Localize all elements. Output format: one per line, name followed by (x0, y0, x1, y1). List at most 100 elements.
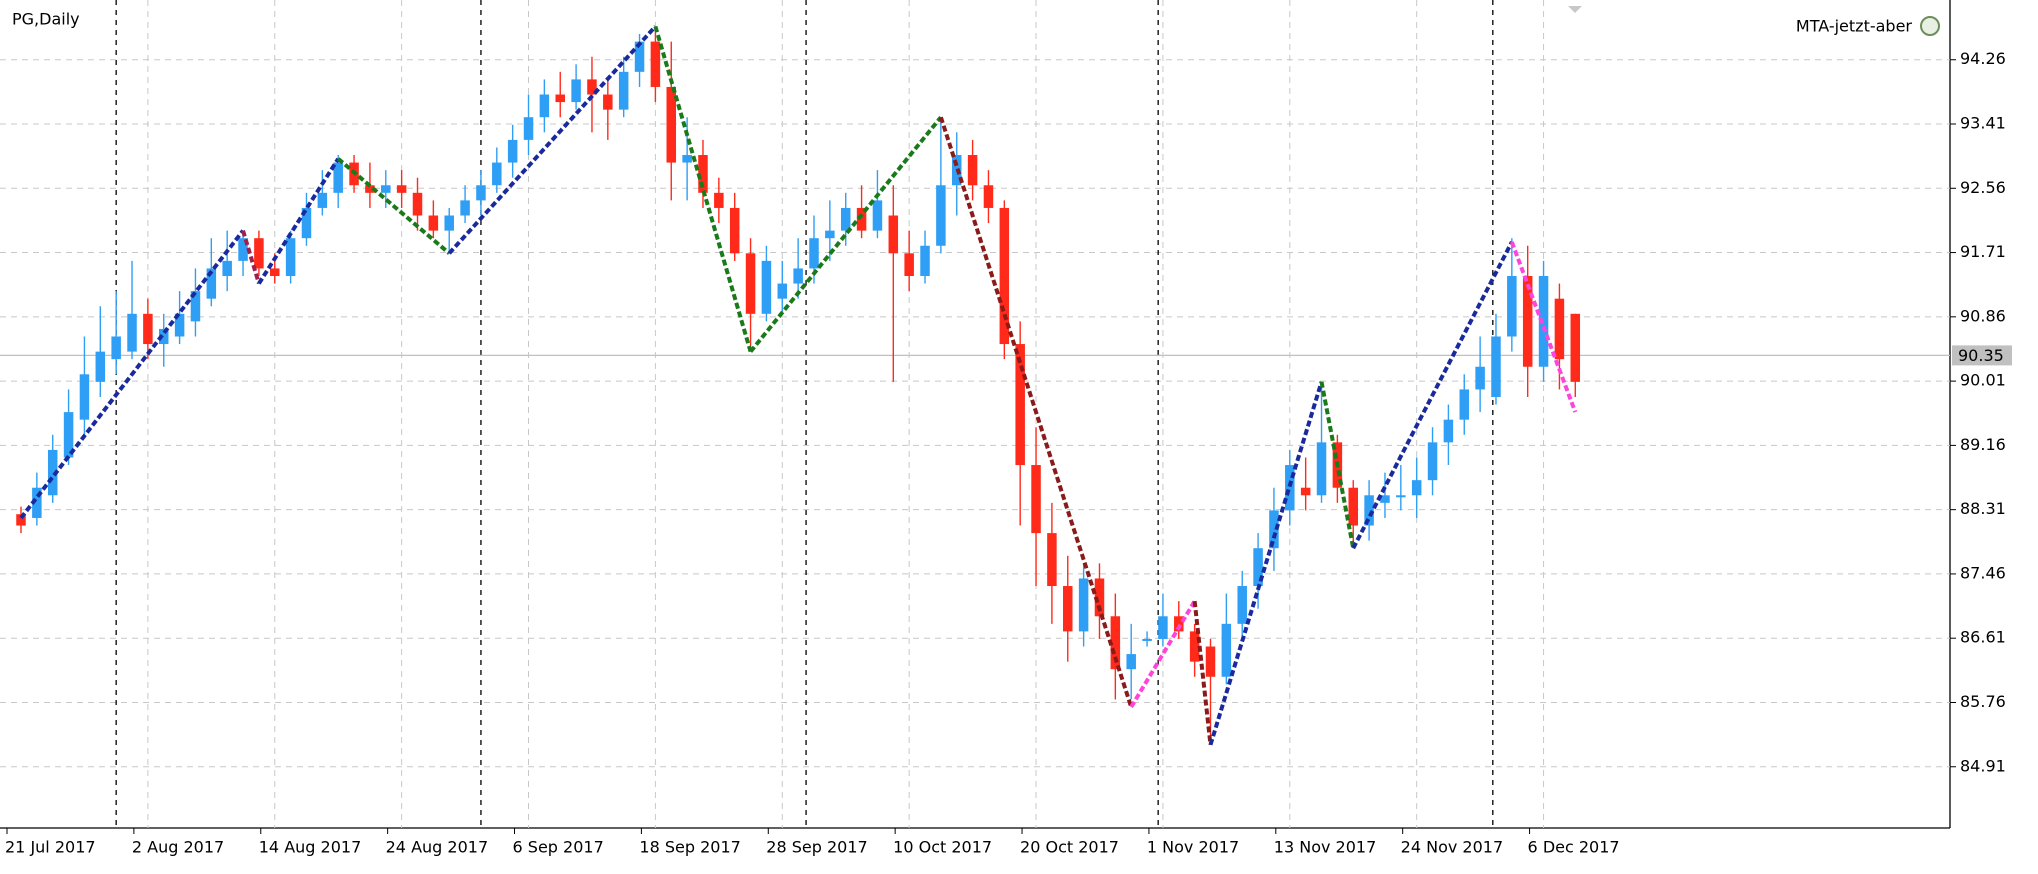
candle-body (1364, 495, 1374, 526)
candle-body (634, 41, 645, 72)
candle-body (1554, 298, 1565, 360)
candle-body (840, 207, 851, 231)
y-tick-label: 92.56 (1960, 178, 2006, 197)
candle-body (1570, 313, 1581, 382)
candle-body (270, 268, 280, 276)
zigzag-segment (19, 229, 245, 520)
zigzag-segment (1351, 241, 1514, 550)
candle-body (47, 449, 58, 496)
zigzag-segment (1509, 241, 1578, 413)
candle-body (1205, 646, 1216, 677)
candle-body (301, 207, 312, 239)
candle-body (666, 86, 677, 163)
candle-body (222, 260, 232, 276)
last-price-label: 90.35 (1958, 346, 2004, 365)
candle-body (571, 79, 581, 103)
y-tick-label: 87.46 (1960, 563, 2006, 582)
candle-body (1427, 442, 1438, 481)
y-tick-label: 90.86 (1960, 306, 2006, 325)
candle-body (904, 253, 914, 276)
candle-body (1396, 495, 1406, 498)
candle-body (190, 291, 201, 322)
candle-body (745, 253, 756, 314)
y-tick-label: 90.01 (1960, 371, 2006, 390)
candle-body (698, 155, 708, 193)
candle-body (444, 215, 454, 231)
candle-body (1348, 487, 1358, 526)
x-tick-label: 1 Nov 2017 (1147, 838, 1239, 857)
indicator-icon (1920, 16, 1940, 36)
candle-body (1078, 578, 1089, 632)
candle-body (1507, 276, 1517, 337)
candle-body (1158, 616, 1168, 639)
candle-body (317, 192, 328, 208)
zigzag-segment (749, 115, 943, 353)
x-tick-label: 21 Jul 2017 (5, 838, 96, 857)
zigzag-segment (938, 116, 1134, 708)
x-tick-label: 10 Oct 2017 (893, 838, 992, 857)
candle-body (809, 238, 819, 269)
candle-body (682, 155, 692, 163)
candle-body (1316, 442, 1327, 496)
candle-body (238, 238, 248, 261)
candle-body (1475, 366, 1485, 390)
candle-body (460, 200, 470, 216)
x-tick-label: 20 Oct 2017 (1020, 838, 1119, 857)
candle-body (761, 260, 772, 314)
candle-body (127, 313, 137, 352)
candle-body (1031, 465, 1041, 534)
candle-body (603, 94, 613, 110)
zigzag-segment (1192, 600, 1213, 746)
y-tick-label: 91.71 (1960, 242, 2006, 261)
candle-body (555, 94, 565, 103)
x-tick-label: 18 Sep 2017 (639, 838, 740, 857)
candle-body (1142, 638, 1152, 641)
candle-body (777, 283, 788, 299)
candle-body (618, 71, 629, 110)
candle-body (1380, 495, 1390, 503)
candle-body (1126, 654, 1136, 670)
x-tick-label: 14 Aug 2017 (259, 838, 362, 857)
zigzag-segment (447, 25, 657, 255)
candle-body (1015, 344, 1025, 466)
candle-body (1285, 465, 1295, 511)
candle-body (95, 351, 106, 382)
candle-body (825, 230, 835, 239)
x-tick-label: 6 Sep 2017 (513, 838, 604, 857)
indicator-name: MTA-jetzt-aber (1796, 17, 1913, 36)
candle-body (396, 185, 407, 193)
x-tick-label: 13 Nov 2017 (1274, 838, 1376, 857)
zigzag-segment (653, 25, 753, 353)
candle-body (1063, 586, 1073, 632)
candle-body (714, 192, 724, 208)
candle-body (856, 207, 867, 231)
candle-body (492, 162, 502, 186)
candle-body (143, 313, 153, 345)
candle-body (1300, 487, 1311, 496)
candle-body (16, 514, 26, 526)
candle-body (254, 238, 264, 269)
zigzag-segment (241, 230, 261, 285)
candle-body (999, 207, 1010, 345)
y-tick-label: 94.26 (1960, 49, 2006, 68)
candle-body (967, 155, 978, 186)
candle-body (32, 487, 42, 518)
candle-body (587, 79, 597, 95)
candle-body (1459, 389, 1470, 420)
x-tick-label: 24 Nov 2017 (1401, 838, 1503, 857)
x-tick-label: 2 Aug 2017 (132, 838, 224, 857)
candle-body (729, 207, 740, 254)
candle-body (888, 215, 899, 254)
last-price-box (1952, 345, 2012, 366)
x-tick-label: 24 Aug 2017 (386, 838, 489, 857)
candle-body (872, 200, 883, 231)
candle-body (333, 162, 343, 193)
mark-layer (16, 25, 1581, 746)
candle-body (1221, 623, 1232, 677)
candle-body (983, 185, 994, 208)
candle-body (365, 185, 375, 193)
candle-body (1047, 533, 1057, 587)
candle-body (1443, 419, 1454, 443)
y-tick-label: 86.61 (1960, 628, 2006, 647)
